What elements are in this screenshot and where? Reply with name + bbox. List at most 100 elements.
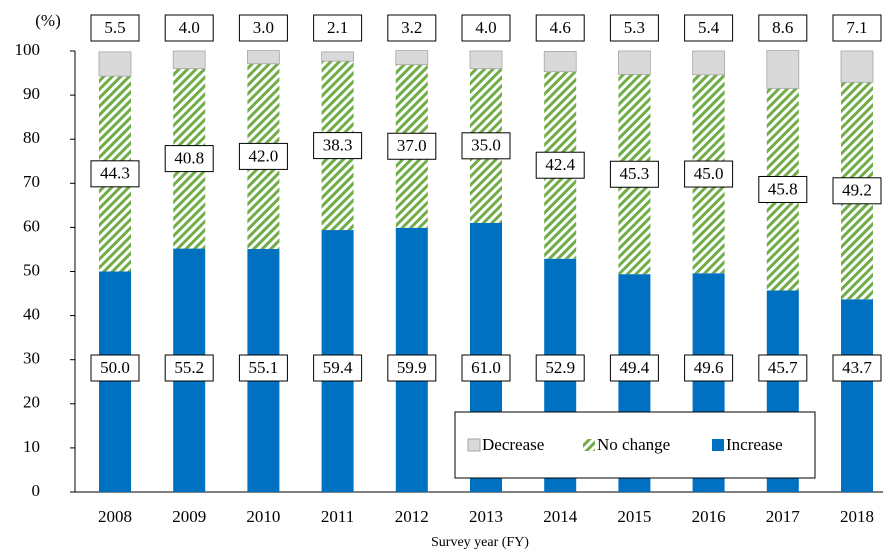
legend-swatch [712,439,724,451]
value-label: 45.7 [768,358,798,377]
legend-box [454,411,816,479]
bar-segment [321,51,355,62]
bar-segment [543,51,577,73]
x-tick-label: 2010 [246,507,280,526]
y-tick-label: 10 [23,437,40,456]
value-label: 49.6 [694,358,724,377]
value-label-box [832,354,882,382]
x-axis-label: Survey year (FY) [431,535,529,550]
value-label: 55.1 [249,358,279,377]
value-label-box [535,14,585,42]
value-label-box [90,14,140,42]
value-label-box [461,14,511,42]
bar-segment [618,50,651,75]
bar-segment [172,50,206,70]
bar-segment [246,50,280,65]
value-label: 37.0 [397,136,427,155]
value-label: 7.1 [846,18,867,37]
y-tick-label: 70 [23,172,40,191]
value-label-box [313,354,363,382]
x-tick-label: 2015 [617,507,651,526]
bar-segment [99,271,131,492]
y-tick-label: 30 [23,349,40,368]
value-label: 4.0 [179,18,200,37]
value-label-box [238,14,288,42]
value-label: 45.0 [694,164,724,183]
value-label-box [238,142,288,170]
legend-swatch [467,438,481,452]
bar-segment [395,50,429,66]
value-label: 55.2 [174,358,204,377]
value-label: 45.3 [620,164,650,183]
value-label: 40.8 [174,149,204,168]
legend-swatch [583,439,595,451]
value-label-box [461,132,511,160]
value-label-box [387,14,437,42]
y-tick-label: 50 [23,260,40,279]
value-label-box [387,132,437,160]
value-label: 59.9 [397,358,427,377]
value-label: 2.1 [327,18,348,37]
value-label: 42.4 [545,155,575,174]
bar-segment [766,50,800,89]
value-label: 42.0 [249,146,279,165]
value-label-box [609,14,659,42]
y-axis-label: (%) [35,11,60,30]
value-label-box [832,14,882,42]
value-label-box [90,354,140,382]
value-label-box [758,14,808,42]
value-label: 5.3 [624,18,645,37]
x-tick-label: 2013 [469,507,503,526]
x-tick-label: 2014 [543,507,578,526]
x-tick-label: 2012 [395,507,429,526]
value-label: 8.6 [772,18,793,37]
value-label-box [684,354,734,382]
value-label: 50.0 [100,358,130,377]
legend-label: Increase [726,435,783,454]
y-tick-label: 40 [23,305,40,324]
value-label: 4.6 [550,18,571,37]
value-label: 52.9 [545,358,575,377]
y-tick-label: 100 [15,40,41,59]
value-label: 49.4 [620,358,650,377]
legend-label: No change [597,435,670,454]
value-label-box [387,354,437,382]
value-label: 3.2 [401,18,422,37]
value-label: 59.4 [323,358,353,377]
x-tick-label: 2018 [840,507,874,526]
value-label: 5.4 [698,18,720,37]
value-label-box [609,160,659,188]
value-label-box [461,354,511,382]
value-label-box [758,354,808,382]
y-tick-label: 60 [23,216,40,235]
x-tick-label: 2011 [321,507,354,526]
bar-segment [692,50,725,76]
value-label-box [609,354,659,382]
value-label: 61.0 [471,358,501,377]
bar-segment [98,51,132,77]
y-tick-label: 0 [32,481,41,500]
value-label-box [684,14,734,42]
value-label: 45.8 [768,179,798,198]
value-label-box [313,14,363,42]
value-label-box [238,354,288,382]
value-label: 49.2 [842,181,872,200]
value-label-box [313,132,363,160]
legend-label: Decrease [482,435,544,454]
value-label-box [832,177,882,205]
value-label-box [684,160,734,188]
value-label-box [758,175,808,203]
x-tick-label: 2008 [98,507,132,526]
value-label: 43.7 [842,358,872,377]
value-label-box [164,14,214,42]
y-tick-label: 90 [23,84,40,103]
y-tick-label: 80 [23,128,40,147]
y-tick-label: 20 [23,393,40,412]
value-label: 38.3 [323,136,353,155]
value-label: 35.0 [471,136,501,155]
x-tick-label: 2009 [172,507,206,526]
bar-segment [841,299,873,492]
value-label-box [164,145,214,173]
bar-segment [469,50,503,70]
